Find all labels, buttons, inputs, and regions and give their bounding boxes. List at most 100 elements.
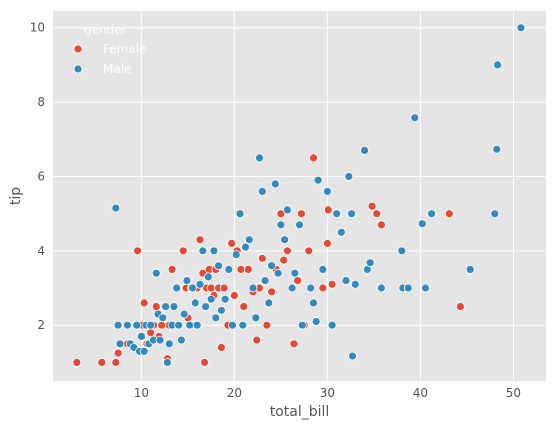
point-male [347, 209, 357, 219]
point-male [348, 351, 357, 361]
point-female [195, 235, 205, 245]
point-female [309, 153, 318, 163]
point-male [174, 320, 184, 330]
legend-label-male: Male [103, 62, 131, 76]
point-male [287, 283, 297, 293]
point-female [229, 291, 239, 300]
point-male [248, 283, 258, 293]
point-male [228, 320, 237, 330]
point-female [327, 279, 337, 289]
point-male [151, 268, 161, 278]
point-male [344, 172, 354, 181]
point-female [293, 276, 303, 286]
point-male [282, 205, 292, 215]
legend-marker-male [73, 64, 83, 74]
point-male [421, 283, 430, 293]
point-female [200, 357, 210, 367]
point-female [252, 335, 262, 345]
y-tick-label: 6 [37, 169, 45, 183]
legend-label-female: Female [103, 42, 146, 56]
point-male [417, 219, 427, 229]
point-male [203, 272, 213, 282]
plot-area [53, 11, 546, 381]
point-male [146, 320, 156, 330]
point-male [270, 179, 280, 189]
point-female [216, 343, 226, 352]
point-male [231, 250, 241, 260]
point-male [123, 320, 132, 330]
point-male [188, 283, 197, 293]
point-female [219, 283, 229, 293]
point-male [290, 268, 300, 278]
point-male [155, 335, 165, 345]
point-female [276, 209, 286, 219]
point-female [139, 298, 149, 308]
point-male [516, 23, 526, 33]
point-male [176, 335, 186, 345]
point-male [179, 309, 189, 319]
tick-labels: 10 20 30 40 50 2 4 6 8 10 [30, 21, 521, 400]
legend-title: gender [84, 23, 127, 37]
legend-marker-female [73, 44, 83, 54]
point-male [190, 298, 200, 308]
point-male [336, 227, 346, 237]
point-male [322, 186, 332, 196]
point-female [227, 238, 237, 248]
x-tick-label: 50 [506, 386, 521, 400]
point-female [322, 238, 332, 248]
y-tick-label: 2 [37, 318, 45, 332]
point-male [490, 209, 500, 219]
x-tick-label: 10 [134, 386, 149, 400]
point-female [97, 357, 107, 367]
point-male [273, 268, 283, 278]
point-male [257, 186, 267, 196]
x-tick-label: 40 [413, 386, 428, 400]
point-male [238, 320, 248, 330]
point-male [403, 283, 413, 293]
point-male [209, 246, 219, 256]
y-tick-label: 4 [37, 244, 45, 258]
point-female [157, 320, 167, 330]
point-male [158, 313, 168, 323]
point-male [185, 320, 195, 330]
point-male [182, 276, 192, 286]
point-male [332, 209, 342, 219]
point-male [327, 320, 337, 330]
point-male [376, 283, 386, 293]
point-female [262, 320, 272, 330]
point-male [172, 283, 182, 293]
point-male [206, 294, 216, 304]
point-female [257, 253, 267, 263]
point-female [151, 302, 161, 312]
point-male [341, 276, 351, 286]
point-female [289, 339, 299, 349]
point-male [214, 261, 224, 271]
x-axis-label: total_bill [270, 404, 330, 420]
point-female [146, 328, 156, 338]
y-axis-label: tip [8, 187, 24, 205]
point-male [164, 339, 174, 349]
point-male [297, 320, 307, 330]
point-female [113, 348, 123, 358]
point-female [72, 357, 82, 367]
point-female [267, 287, 277, 297]
point-male [397, 246, 407, 256]
point-female [296, 209, 306, 219]
point-male [235, 209, 245, 219]
point-female [367, 201, 377, 211]
point-male [260, 276, 270, 286]
point-male [311, 317, 321, 326]
point-male [201, 302, 211, 312]
point-male [162, 357, 172, 367]
point-male [350, 279, 360, 289]
point-female [282, 246, 292, 256]
point-male [251, 313, 261, 323]
point-female [178, 246, 188, 256]
point-male [295, 220, 304, 230]
point-male [136, 331, 146, 341]
point-male [465, 264, 475, 274]
point-female [243, 264, 253, 274]
point-female [304, 246, 314, 256]
point-male [410, 113, 420, 123]
